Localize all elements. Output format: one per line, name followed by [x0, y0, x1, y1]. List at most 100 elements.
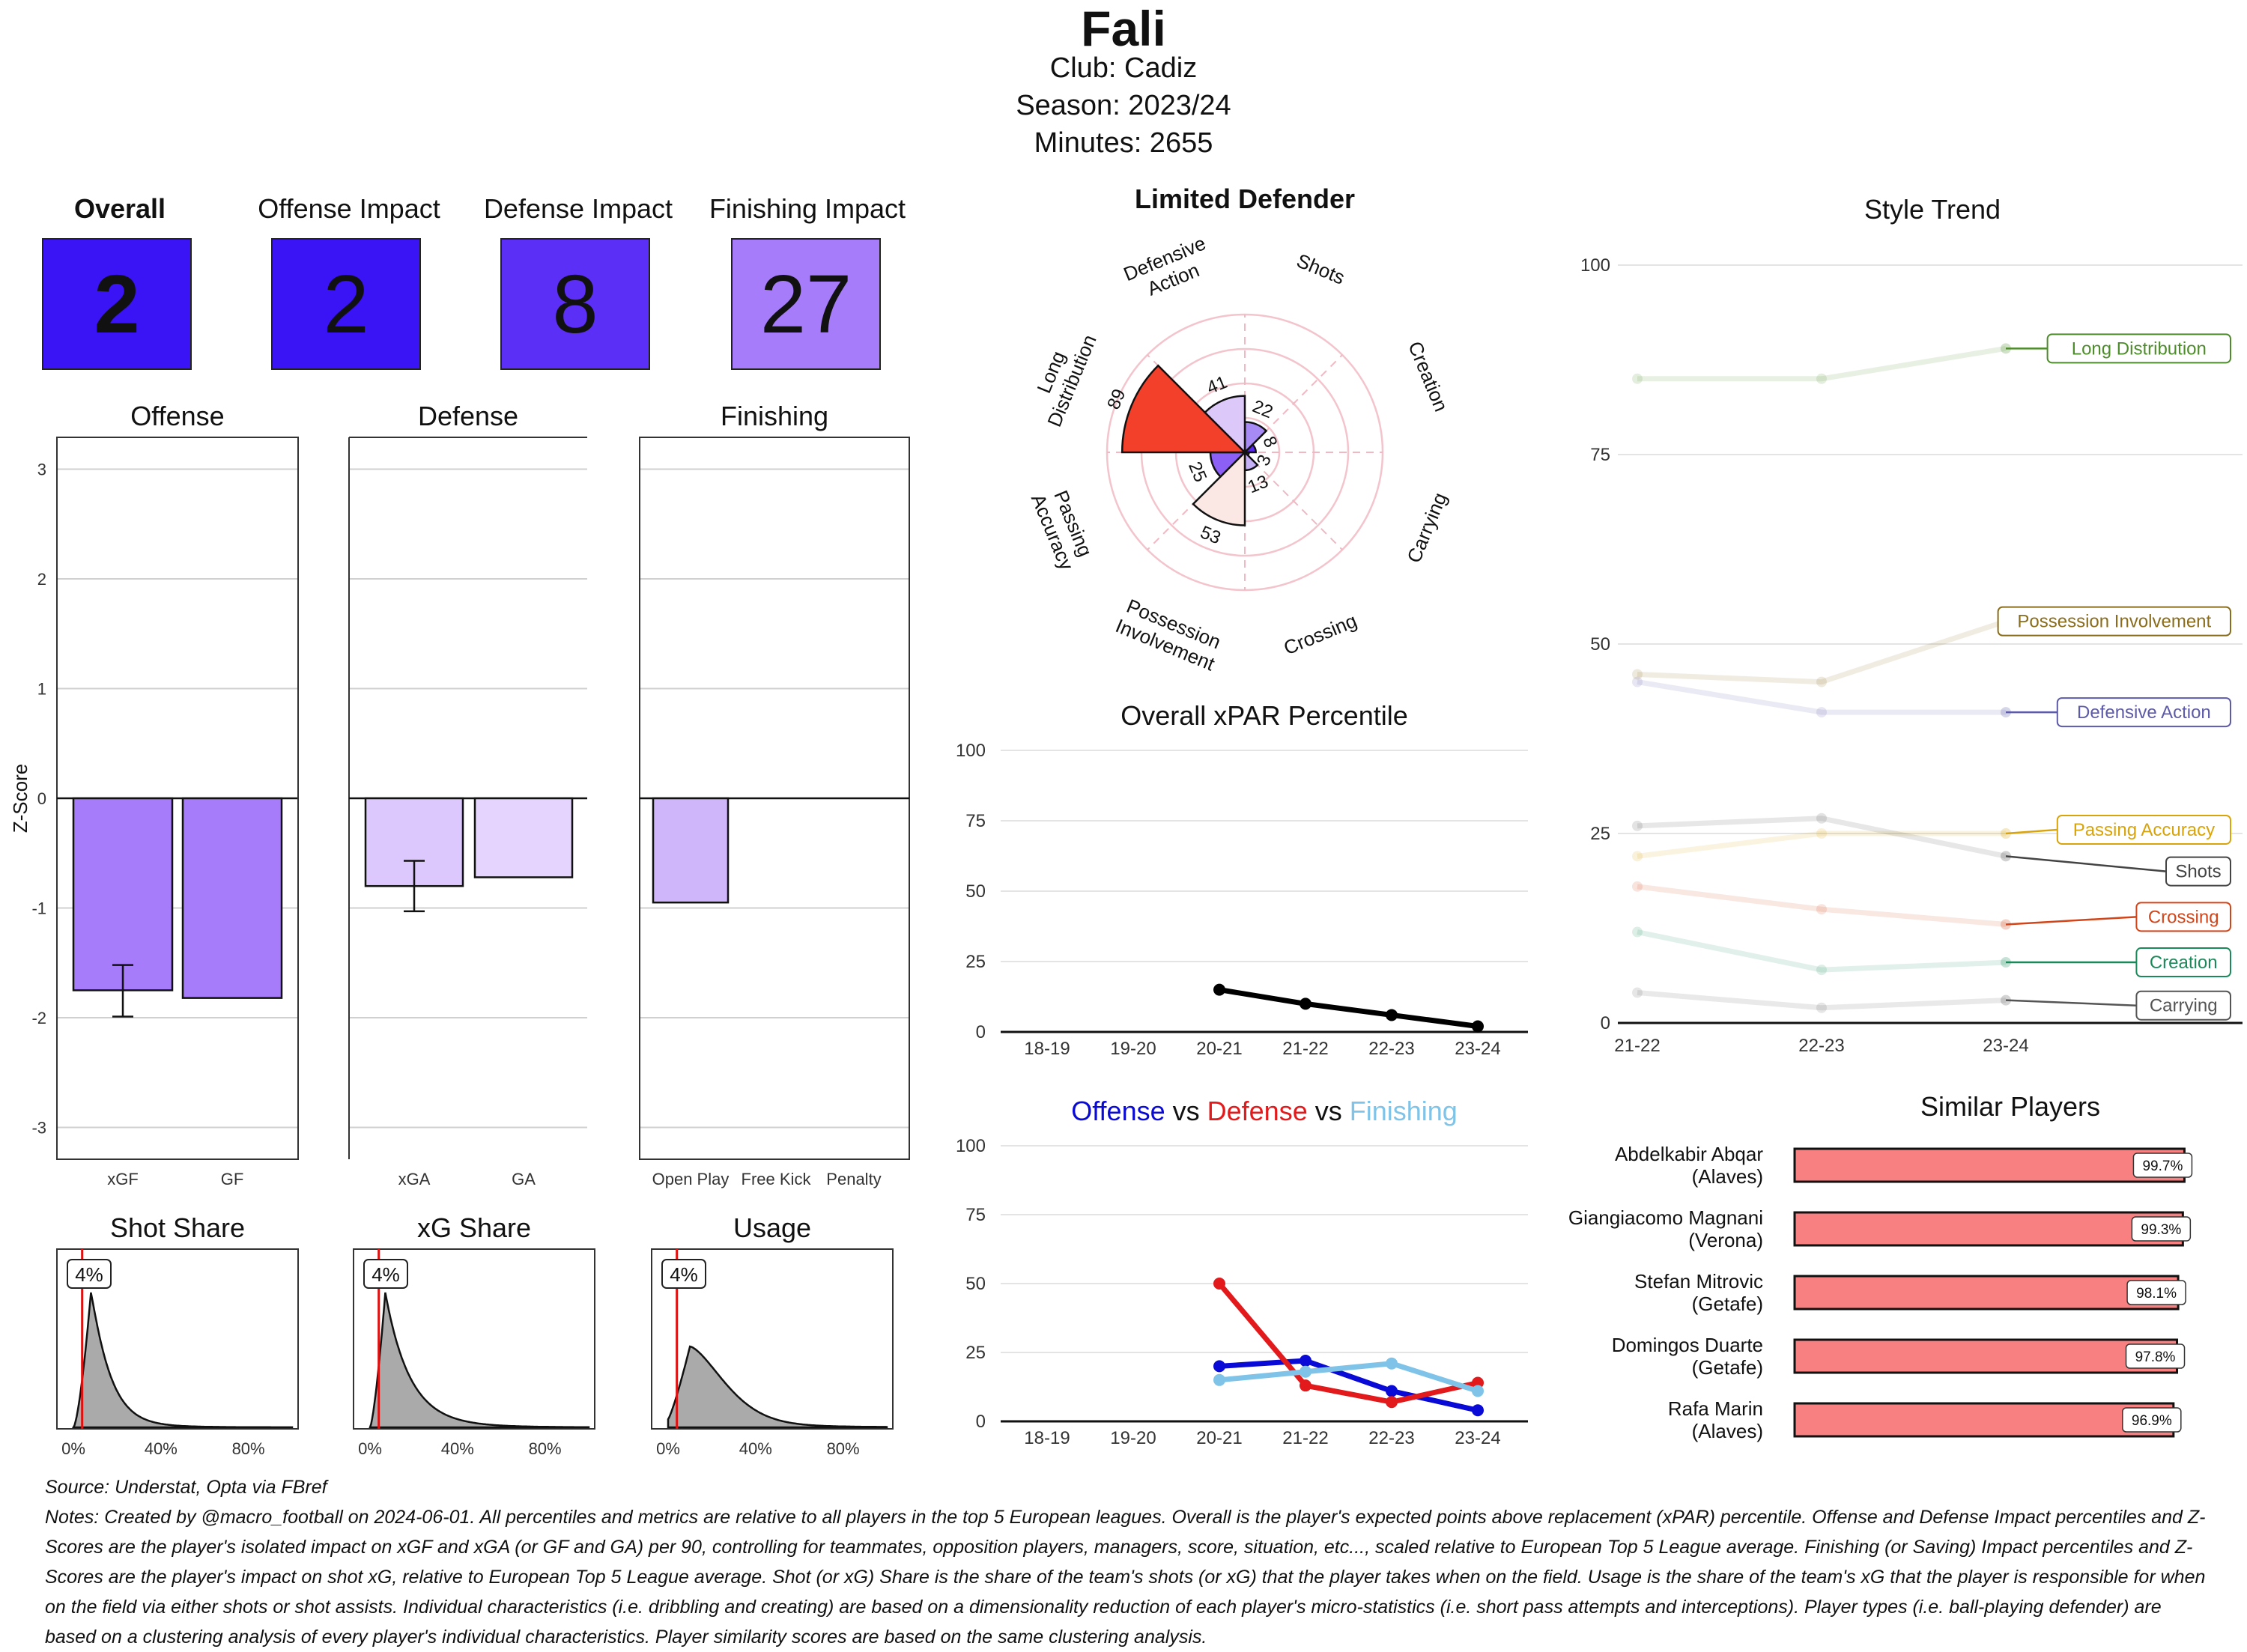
similar-player-value: 99.7%: [2142, 1158, 2183, 1174]
style-series-label: Possession Involvement: [2017, 612, 2211, 632]
similar-player-value-box: [2125, 1343, 2186, 1369]
player-name: Fali: [1081, 1, 1166, 56]
z-tick-label: 0: [37, 789, 46, 808]
style-history-point: [1816, 676, 1827, 687]
density-title: xG Share: [417, 1212, 531, 1243]
style-series-label: Carrying: [2150, 996, 2218, 1016]
density-frame: [651, 1248, 894, 1430]
line-category-label: 23-24: [1455, 1039, 1500, 1059]
similar-player-value: 97.8%: [2135, 1349, 2176, 1365]
line-category-label: 21-22: [1282, 1428, 1328, 1448]
radar-axis-label-word: Carrying: [1402, 490, 1451, 566]
style-history-point: [1816, 828, 1827, 839]
style-series-label: Defensive Action: [2077, 702, 2211, 723]
style-history-point: [1632, 820, 1643, 831]
line-category-label: 20-21: [1196, 1428, 1242, 1448]
density-marker-label: 4%: [372, 1263, 400, 1286]
xpar-title: Overall xPAR Percentile: [1121, 700, 1407, 731]
impact-box-finishing: 27: [731, 238, 881, 370]
line-point: [1386, 1396, 1398, 1409]
radar-axis-label-word: Creation: [1404, 338, 1452, 414]
density-curve: [667, 1345, 888, 1429]
source-note: Source: Understat, Opta via FBref: [45, 1477, 327, 1498]
similar-players-title: Similar Players: [1920, 1091, 2100, 1122]
radar-spoke: [1244, 354, 1343, 453]
line-point: [1472, 1376, 1484, 1389]
style-history-point: [1816, 1002, 1827, 1013]
density-tick-label: 40%: [145, 1439, 178, 1458]
similar-player-value: 98.1%: [2136, 1286, 2177, 1302]
density-marker-label: 4%: [670, 1263, 698, 1286]
z-bar-gf: [181, 797, 283, 999]
style-history-point: [1632, 987, 1643, 998]
style-trend-title: Style Trend: [1864, 194, 2001, 225]
density-tick-label: 80%: [232, 1439, 265, 1458]
line-point: [1472, 1020, 1484, 1033]
density-curve: [369, 1292, 590, 1429]
similar-player-value: 99.3%: [2141, 1222, 2181, 1238]
density-marker-label: 4%: [75, 1263, 103, 1286]
density-curve: [71, 1292, 294, 1429]
style-series-label: Passing Accuracy: [2073, 820, 2215, 840]
line-category-label: 18-19: [1024, 1039, 1070, 1059]
similar-player-value: 96.9%: [2132, 1413, 2172, 1429]
density-title: Usage: [733, 1212, 811, 1243]
line-category-label: 22-23: [1368, 1428, 1414, 1448]
line-point: [1300, 997, 1311, 1010]
radar-axis-label-word: Shots: [1294, 249, 1348, 289]
radar-wedge-defensive-action: [1203, 395, 1246, 455]
z-bar-xgf: [72, 797, 174, 991]
line-category-label: 22-23: [1368, 1039, 1414, 1059]
radar-axis-label: Creation: [1404, 338, 1452, 414]
z-panel-title: Defense: [418, 401, 518, 431]
split-title-part: vs: [1308, 1096, 1342, 1126]
density-frame: [353, 1248, 595, 1430]
density-title: Shot Share: [110, 1212, 245, 1243]
impact-label-offense: Offense Impact: [258, 193, 440, 224]
density-tick-label: 0%: [61, 1439, 85, 1458]
z-tick-label: 3: [37, 461, 46, 479]
split-title: Offense vs Defense vs Finishing: [1071, 1096, 1458, 1126]
similar-player-name: Abdelkabir Abqar: [1615, 1143, 1763, 1165]
style-series-label: Shots: [2175, 862, 2221, 882]
density-tick-label: 0%: [656, 1439, 680, 1458]
line-tick-label: 100: [956, 741, 986, 761]
radar-axis-label: PossessionInvolvement: [1112, 593, 1227, 675]
style-label-box: [2135, 990, 2231, 1021]
density-tick-label: 0%: [358, 1439, 382, 1458]
style-history-point: [1816, 965, 1827, 976]
similar-player-name: Giangiacomo Magnani: [1568, 1206, 1763, 1229]
impact-label-overall: Overall: [73, 193, 166, 224]
z-category-label: xGF: [107, 1170, 139, 1188]
line-series: [1219, 1361, 1479, 1394]
radar-value-label: 53: [1198, 522, 1224, 548]
z-tick-label: 1: [37, 680, 46, 699]
z-bar-ga: [473, 797, 574, 878]
line-tick-label: 50: [965, 1274, 986, 1294]
z-category-label: Open Play: [652, 1170, 730, 1188]
similar-player-bar: [1793, 1211, 2184, 1247]
line-point: [1213, 1278, 1225, 1290]
style-label-connector: [2005, 828, 2058, 835]
similar-player-value-box: [2131, 1216, 2192, 1242]
style-history-point: [1816, 707, 1827, 718]
similar-player-bar: [1793, 1275, 2180, 1311]
style-series-history: [1637, 884, 2007, 927]
style-tick-label: 50: [1590, 634, 1610, 655]
line-category-label: 19-20: [1110, 1428, 1156, 1448]
line-point: [1213, 1373, 1225, 1386]
line-point: [1300, 1355, 1311, 1367]
line-point: [1386, 1385, 1398, 1397]
style-history-point: [1632, 373, 1643, 384]
radar-axis-label: Crossing: [1280, 609, 1359, 659]
split-title-part: Defense: [1200, 1096, 1308, 1126]
style-label-connector: [2005, 999, 2137, 1006]
minutes-label: Minutes: 2655: [1034, 127, 1213, 159]
line-tick-label: 75: [965, 1205, 986, 1225]
style-history-point: [1816, 373, 1827, 384]
radar-axis-label: PassingAccuracy: [1027, 482, 1099, 574]
style-history-point: [1632, 926, 1643, 938]
line-category-label: 18-19: [1024, 1428, 1070, 1448]
line-point: [1213, 1360, 1225, 1373]
style-tick-label: 100: [1580, 255, 1610, 276]
